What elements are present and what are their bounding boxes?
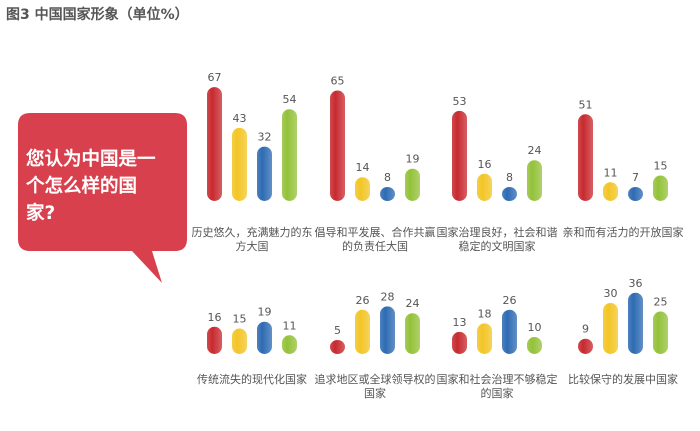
value-label-g8-s2: 30 — [604, 287, 618, 300]
bar-g5-s1 — [207, 326, 222, 354]
value-label-g4-s2: 11 — [604, 166, 618, 179]
bar-g2-s1 — [330, 90, 345, 201]
group-caption-2: 倡导和平发展、合作共赢的负责任大国 — [314, 226, 436, 253]
value-label-g8-s3: 36 — [629, 277, 643, 290]
value-label-g1-s2: 43 — [233, 112, 247, 125]
value-label-g5-s3: 19 — [258, 306, 272, 319]
bar-g5-s3 — [257, 321, 272, 354]
bar-g1-s3 — [257, 146, 272, 201]
bar-g3-s4 — [527, 160, 542, 201]
bar-g6-s2 — [355, 309, 370, 354]
bar-g7-s4 — [527, 337, 542, 354]
group-caption-5: 传统流失的现代化国家 — [197, 373, 307, 386]
bar-g2-s2 — [355, 177, 370, 201]
value-label-g6-s4: 24 — [406, 297, 420, 310]
bar-g8-s1 — [578, 338, 593, 354]
value-label-g7-s3: 26 — [503, 294, 517, 307]
bar-g1-s4 — [282, 109, 297, 201]
value-label-g8-s1: 9 — [582, 323, 589, 336]
bar-g3-s3 — [502, 187, 517, 201]
bar-g6-s1 — [330, 340, 345, 354]
value-label-g7-s2: 18 — [478, 307, 492, 320]
value-label-g6-s2: 26 — [356, 294, 370, 307]
group-caption-1: 历史悠久，充满魅力的东方大国 — [191, 226, 313, 253]
value-label-g3-s2: 16 — [478, 158, 492, 171]
value-label-g1-s1: 67 — [208, 71, 222, 84]
group-caption-7: 国家和社会治理不够稳定的国家 — [436, 373, 558, 400]
bar-g3-s1 — [452, 110, 467, 201]
bar-g5-s4 — [282, 335, 297, 354]
bar-g8-s2 — [603, 303, 618, 354]
value-label-g7-s1: 13 — [453, 316, 467, 329]
bar-g7-s1 — [452, 331, 467, 354]
bar-g2-s4 — [405, 168, 420, 201]
bar-g5-s2 — [232, 328, 247, 354]
value-label-g4-s1: 51 — [579, 98, 593, 111]
value-label-g2-s3: 8 — [384, 171, 391, 184]
bar-g1-s2 — [232, 127, 247, 201]
value-label-g6-s3: 28 — [381, 290, 395, 303]
bar-g4-s3 — [628, 187, 643, 201]
group-caption-8: 比较保守的发展中国家 — [568, 373, 678, 386]
value-label-g4-s4: 15 — [654, 160, 668, 173]
value-label-g5-s2: 15 — [233, 313, 247, 326]
bar-g7-s3 — [502, 309, 517, 354]
value-label-g2-s1: 65 — [331, 75, 345, 88]
value-label-g2-s2: 14 — [356, 161, 370, 174]
value-label-g5-s4: 11 — [283, 319, 297, 332]
group-caption-6: 追求地区或全球领导权的国家 — [314, 373, 436, 400]
chart-title: 图3 中国国家形象（单位%） — [6, 7, 189, 23]
group-caption-4: 亲和而有活力的开放国家 — [562, 226, 684, 239]
speech-bubble-shape — [18, 113, 187, 283]
bar-g4-s4 — [653, 175, 668, 201]
bar-g1-s1 — [207, 87, 222, 201]
group-caption-3: 国家治理良好，社会和谐稳定的文明国家 — [436, 226, 558, 253]
value-label-g1-s3: 32 — [258, 131, 272, 144]
bar-g8-s4 — [653, 311, 668, 354]
value-label-g8-s4: 25 — [654, 296, 668, 309]
bar-g3-s2 — [477, 173, 492, 201]
value-label-g7-s4: 10 — [528, 321, 542, 334]
value-label-g3-s3: 8 — [506, 171, 513, 184]
value-label-g6-s1: 5 — [334, 324, 341, 337]
value-label-g2-s4: 19 — [406, 153, 420, 166]
question-text: 您认为中国是一个怎么样的国家? — [26, 149, 156, 224]
value-label-g4-s3: 7 — [632, 171, 639, 184]
value-label-g5-s1: 16 — [208, 311, 222, 324]
bar-g7-s2 — [477, 323, 492, 354]
bar-g8-s3 — [628, 292, 643, 354]
value-label-g3-s1: 53 — [453, 95, 467, 108]
bar-g6-s3 — [380, 306, 395, 354]
bar-g4-s1 — [578, 114, 593, 201]
value-label-g1-s4: 54 — [283, 93, 297, 106]
bar-g4-s2 — [603, 182, 618, 201]
bar-g2-s3 — [380, 187, 395, 201]
value-label-g3-s4: 24 — [528, 144, 542, 157]
bar-g6-s4 — [405, 313, 420, 354]
